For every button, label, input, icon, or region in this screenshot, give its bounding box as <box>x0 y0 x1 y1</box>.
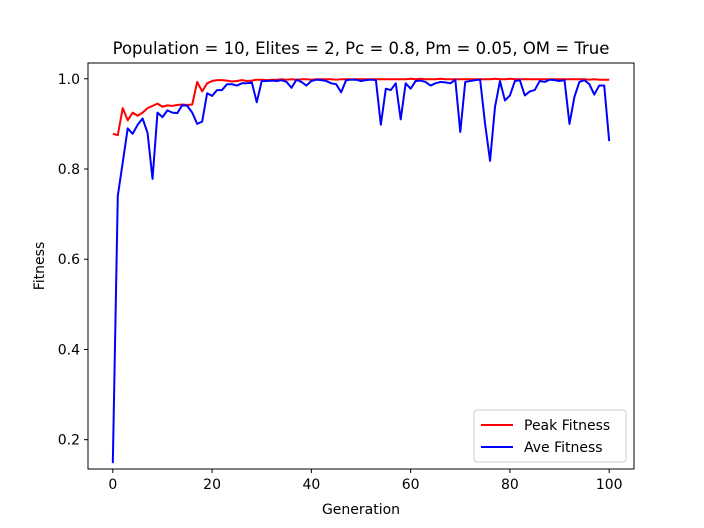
x-tick-label: 0 <box>108 477 117 493</box>
y-tick-label: 0.2 <box>58 433 80 449</box>
legend-label-ave-fitness: Ave Fitness <box>524 440 603 456</box>
y-axis-ticks: 0.2 0.4 0.6 0.8 1.0 <box>58 72 88 449</box>
legend-box <box>473 409 627 463</box>
x-tick-label: 100 <box>596 477 623 493</box>
y-axis-label: Fitness <box>32 242 48 291</box>
chart-title: Population = 10, Elites = 2, Pc = 0.8, P… <box>113 39 610 58</box>
series-line-peak-fitness <box>112 77 610 137</box>
y-tick-label: 0.8 <box>58 162 80 178</box>
x-axis-ticks: 0 20 40 60 80 100 <box>108 469 623 493</box>
legend: Peak Fitness Ave Fitness <box>473 409 627 463</box>
x-tick-label: 80 <box>501 477 519 493</box>
y-tick-label: 1.0 <box>58 72 80 88</box>
x-axis-label: Generation <box>322 502 400 518</box>
y-tick-label: 0.6 <box>58 252 80 268</box>
x-tick-label: 60 <box>402 477 420 493</box>
legend-label-peak-fitness: Peak Fitness <box>524 418 610 434</box>
x-tick-label: 40 <box>302 477 320 493</box>
series-layer <box>111 77 611 464</box>
plot-frame <box>87 62 635 470</box>
y-tick-label: 0.4 <box>58 342 80 358</box>
x-tick-label: 20 <box>203 477 221 493</box>
series-line-ave-fitness <box>111 78 611 464</box>
